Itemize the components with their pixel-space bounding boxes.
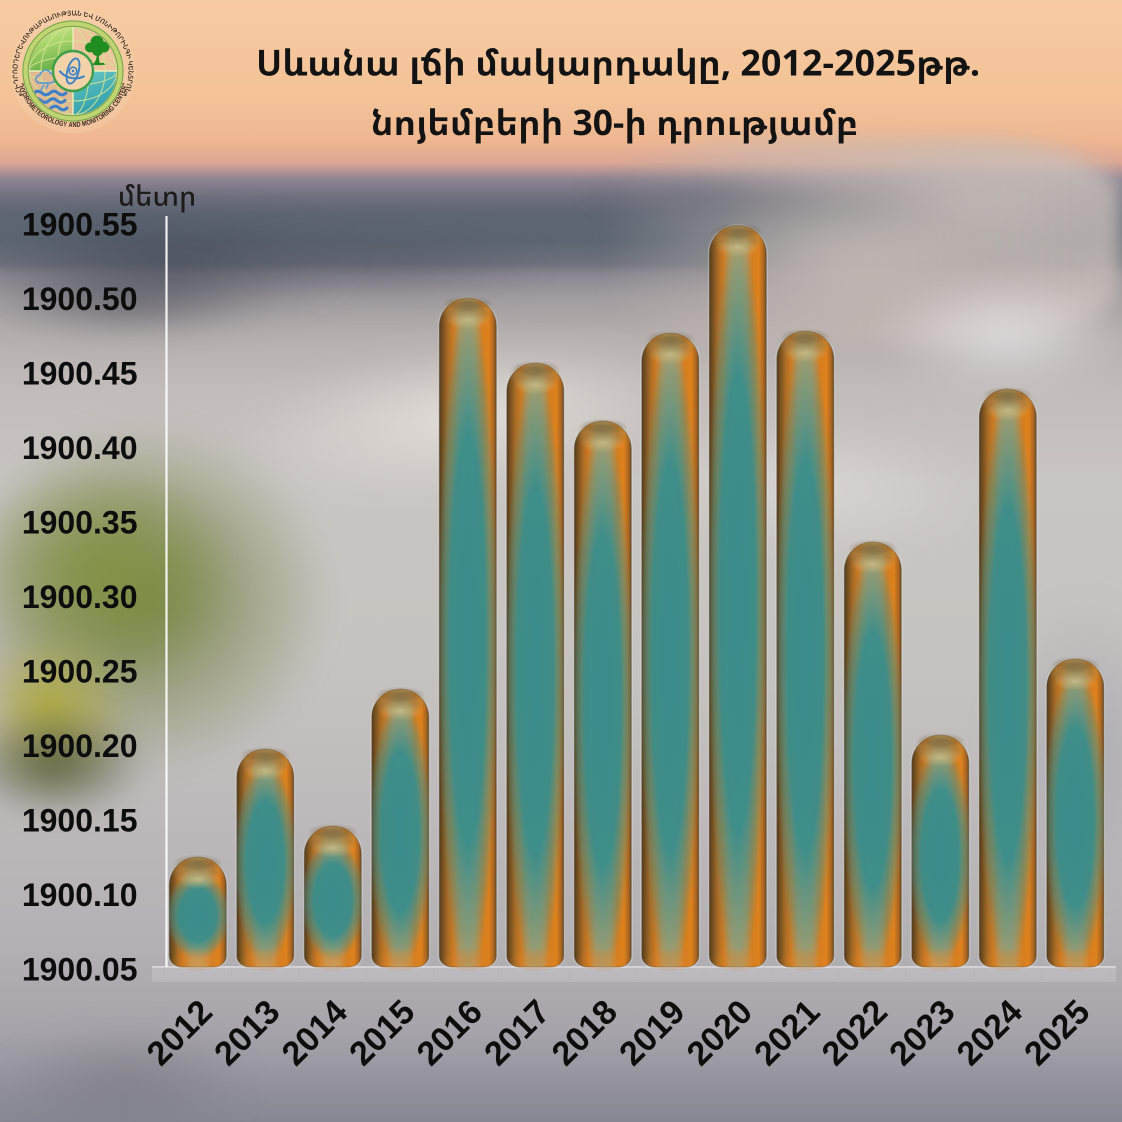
svg-text:2015: 2015 <box>342 993 422 1073</box>
svg-text:2012: 2012 <box>140 993 220 1073</box>
svg-text:1900.50: 1900.50 <box>22 281 138 317</box>
svg-text:1900.45: 1900.45 <box>22 356 138 392</box>
svg-text:2016: 2016 <box>410 993 490 1073</box>
svg-text:2019: 2019 <box>612 993 692 1073</box>
svg-text:1900.05: 1900.05 <box>22 952 138 988</box>
svg-text:2017: 2017 <box>477 993 557 1073</box>
svg-text:2025: 2025 <box>1017 993 1097 1073</box>
svg-text:2013: 2013 <box>207 993 287 1073</box>
svg-text:1900.55: 1900.55 <box>22 207 138 243</box>
svg-text:2014: 2014 <box>275 993 355 1073</box>
svg-text:2024: 2024 <box>950 993 1030 1073</box>
svg-text:2021: 2021 <box>747 993 827 1073</box>
svg-text:2023: 2023 <box>882 993 962 1073</box>
svg-text:2022: 2022 <box>815 993 895 1073</box>
svg-text:1900.35: 1900.35 <box>22 505 138 541</box>
svg-text:2020: 2020 <box>680 993 760 1073</box>
svg-text:1900.30: 1900.30 <box>22 579 138 615</box>
svg-text:1900.40: 1900.40 <box>22 430 138 466</box>
svg-text:1900.15: 1900.15 <box>22 803 138 839</box>
svg-text:1900.10: 1900.10 <box>22 877 138 913</box>
svg-text:1900.25: 1900.25 <box>22 654 138 690</box>
svg-text:1900.20: 1900.20 <box>22 728 138 764</box>
svg-text:2018: 2018 <box>545 993 625 1073</box>
